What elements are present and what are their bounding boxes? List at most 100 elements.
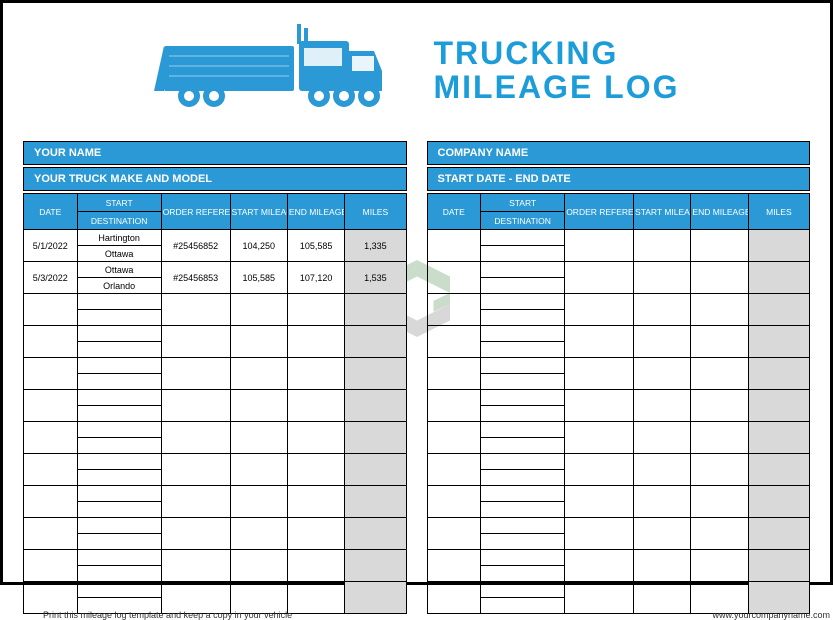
- cell-order-ref: [161, 454, 230, 486]
- cell-date: [427, 550, 481, 582]
- th-start-mileage: START MILEAGE: [634, 194, 691, 230]
- cell-start-mileage: 104,250: [230, 230, 287, 262]
- cell-date: [24, 358, 78, 390]
- th-end-mileage: END MILEAGE: [287, 194, 344, 230]
- cell-order-ref: [161, 518, 230, 550]
- cell-start-mileage: [634, 454, 691, 486]
- cell-end-mileage: [287, 390, 344, 422]
- table-row: [24, 294, 407, 310]
- cell-end-mileage: [287, 294, 344, 326]
- cell-miles: [748, 422, 809, 454]
- cell-order-ref: #25456853: [161, 262, 230, 294]
- cell-miles: [345, 486, 406, 518]
- cell-start-mileage: [230, 358, 287, 390]
- cell-miles: [345, 454, 406, 486]
- cell-start: [481, 454, 565, 470]
- cell-miles: [345, 358, 406, 390]
- cell-order-ref: [161, 486, 230, 518]
- cell-start: Ottawa: [77, 262, 161, 278]
- cell-end-mileage: [287, 550, 344, 582]
- cell-end-mileage: [691, 230, 748, 262]
- th-order-ref: ORDER REFERENCE: [161, 194, 230, 230]
- cell-start-mileage: [634, 582, 691, 614]
- th-miles: MILES: [345, 194, 406, 230]
- company-name-bar: COMPANY NAME: [427, 141, 811, 165]
- cell-order-ref: [565, 454, 634, 486]
- table-row: [427, 454, 810, 470]
- cell-order-ref: [565, 262, 634, 294]
- footer-url: www.yourcompanyname.com: [712, 610, 830, 620]
- cell-end-mileage: [691, 294, 748, 326]
- cell-end-mileage: [287, 326, 344, 358]
- table-row: [24, 326, 407, 342]
- cell-date: [24, 422, 78, 454]
- cell-end-mileage: [287, 518, 344, 550]
- cell-end-mileage: [287, 582, 344, 614]
- cell-date: [427, 454, 481, 486]
- th-destination: DESTINATION: [77, 212, 161, 230]
- cell-destination: [77, 438, 161, 454]
- left-panel: YOUR NAME YOUR TRUCK MAKE AND MODEL DATE…: [23, 141, 407, 614]
- table-row: [427, 358, 810, 374]
- cell-start: Hartington: [77, 230, 161, 246]
- table-row: [427, 582, 810, 598]
- cell-date: [24, 582, 78, 614]
- table-row: [427, 422, 810, 438]
- cell-order-ref: [565, 230, 634, 262]
- cell-miles: [748, 550, 809, 582]
- th-start-mileage: START MILEAGE: [230, 194, 287, 230]
- cell-date: [24, 294, 78, 326]
- header: TRUCKING MILEAGE LOG: [23, 11, 810, 131]
- cell-start-mileage: [634, 230, 691, 262]
- cell-miles: [345, 326, 406, 358]
- cell-order-ref: [161, 582, 230, 614]
- cell-start: [481, 550, 565, 566]
- cell-date: [24, 486, 78, 518]
- table-row: [427, 550, 810, 566]
- cell-start: [481, 422, 565, 438]
- cell-miles: [748, 486, 809, 518]
- cell-destination: [77, 502, 161, 518]
- cell-date: [427, 582, 481, 614]
- cell-start: [481, 294, 565, 310]
- cell-start: [481, 582, 565, 598]
- th-destination: DESTINATION: [481, 212, 565, 230]
- cell-start: [77, 486, 161, 502]
- cell-date: [427, 262, 481, 294]
- cell-end-mileage: [691, 550, 748, 582]
- cell-order-ref: [565, 582, 634, 614]
- cell-start-mileage: [634, 358, 691, 390]
- cell-destination: [481, 310, 565, 326]
- cell-destination: [481, 342, 565, 358]
- cell-miles: [345, 422, 406, 454]
- cell-date: [24, 326, 78, 358]
- cell-start: [77, 550, 161, 566]
- cell-order-ref: [161, 326, 230, 358]
- cell-end-mileage: [287, 358, 344, 390]
- cell-end-mileage: [691, 390, 748, 422]
- cell-order-ref: [161, 550, 230, 582]
- cell-date: [427, 486, 481, 518]
- cell-destination: Orlando: [77, 278, 161, 294]
- cell-start: [481, 326, 565, 342]
- cell-start: [481, 358, 565, 374]
- footer: Print this mileage log template and keep…: [43, 610, 830, 620]
- cell-date: [427, 230, 481, 262]
- cell-order-ref: [565, 358, 634, 390]
- table-row: [24, 358, 407, 374]
- cell-end-mileage: [287, 422, 344, 454]
- cell-end-mileage: [691, 358, 748, 390]
- cell-date: [427, 326, 481, 358]
- cell-destination: [481, 246, 565, 262]
- cell-order-ref: [161, 358, 230, 390]
- cell-end-mileage: [287, 486, 344, 518]
- cell-order-ref: [565, 486, 634, 518]
- cell-start-mileage: [634, 422, 691, 454]
- cell-destination: [481, 534, 565, 550]
- cell-destination: [481, 566, 565, 582]
- cell-date: [427, 422, 481, 454]
- table-row: [427, 230, 810, 246]
- cell-start: [77, 294, 161, 310]
- cell-date: 5/3/2022: [24, 262, 78, 294]
- cell-start: [481, 390, 565, 406]
